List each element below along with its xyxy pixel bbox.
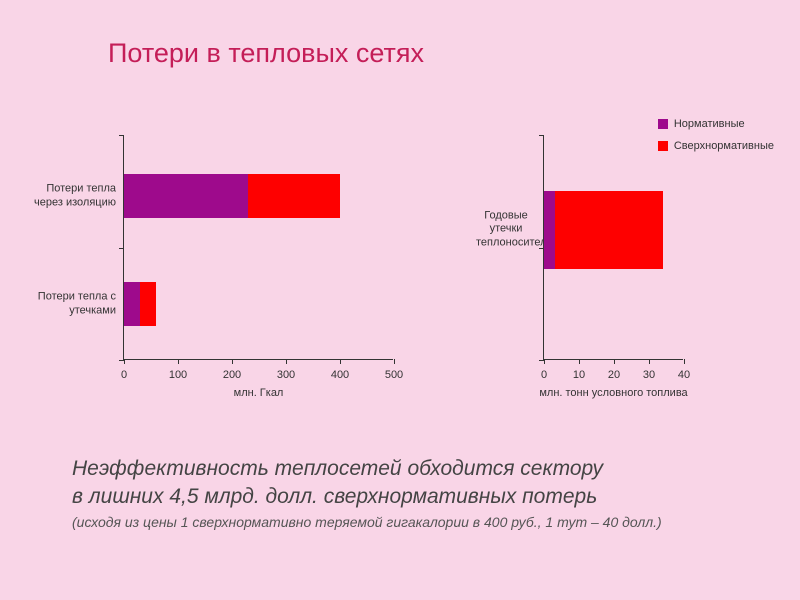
x-tick-label: 10 — [573, 369, 585, 381]
x-tick — [614, 359, 615, 364]
bar-segment — [555, 191, 664, 269]
bar-segment — [248, 174, 340, 218]
x-tick — [232, 359, 233, 364]
y-tick — [119, 248, 124, 249]
x-tick — [544, 359, 545, 364]
x-tick — [340, 359, 341, 364]
y-tick — [539, 360, 544, 361]
legend: Нормативные Сверхнормативные — [658, 118, 774, 162]
x-tick — [394, 359, 395, 364]
chart2-plot: млн. тонн условного топлива 010203040Год… — [543, 135, 683, 360]
chart2-x-axis-title: млн. тонн условного топлива — [539, 387, 687, 399]
x-tick-label: 200 — [223, 369, 241, 381]
x-tick — [124, 359, 125, 364]
page-title: Потери в тепловых сетях — [108, 38, 424, 69]
chart-heat-losses: млн. Гкал 0 100 200 300 400 500 Потери тепла ч… — [20, 115, 470, 405]
caption: Неэффективность теплосетей обходится сек… — [72, 455, 760, 530]
y-tick — [119, 135, 124, 136]
category-label: Потери тепла с утечками — [26, 290, 124, 318]
x-tick-label: 400 — [331, 369, 349, 381]
chart1-x-axis-title: млн. Гкал — [234, 387, 284, 399]
category-label: Годовые утечки теплоносителя — [476, 209, 544, 250]
x-tick-label: 100 — [169, 369, 187, 381]
x-tick — [178, 359, 179, 364]
x-tick-label: 40 — [678, 369, 690, 381]
category-label: Потери тепла через изоляцию — [26, 182, 124, 210]
x-tick — [286, 359, 287, 364]
x-tick-label: 30 — [643, 369, 655, 381]
x-tick-label: 0 — [121, 369, 127, 381]
legend-item: Сверхнормативные — [658, 140, 774, 152]
x-tick — [684, 359, 685, 364]
legend-swatch — [658, 119, 668, 129]
bar-segment — [140, 282, 156, 326]
chart1-plot: млн. Гкал 0100200300400500Потери тепла ч… — [123, 135, 393, 360]
bar-segment — [124, 174, 248, 218]
legend-item: Нормативные — [658, 118, 774, 130]
x-tick — [579, 359, 580, 364]
bar-segment — [124, 282, 140, 326]
x-tick-label: 20 — [608, 369, 620, 381]
caption-line2: в лишних 4,5 млрд. долл. сверхнормативны… — [72, 483, 760, 511]
y-tick — [539, 135, 544, 136]
x-tick — [649, 359, 650, 364]
y-tick — [119, 360, 124, 361]
caption-sub: (исходя из цены 1 сверхнормативно теряем… — [72, 514, 760, 530]
x-tick-label: 500 — [385, 369, 403, 381]
legend-label: Сверхнормативные — [674, 140, 774, 152]
caption-line1: Неэффективность теплосетей обходится сек… — [72, 455, 760, 483]
legend-swatch — [658, 141, 668, 151]
legend-label: Нормативные — [674, 118, 745, 130]
bar-segment — [544, 191, 555, 269]
x-tick-label: 0 — [541, 369, 547, 381]
x-tick-label: 300 — [277, 369, 295, 381]
